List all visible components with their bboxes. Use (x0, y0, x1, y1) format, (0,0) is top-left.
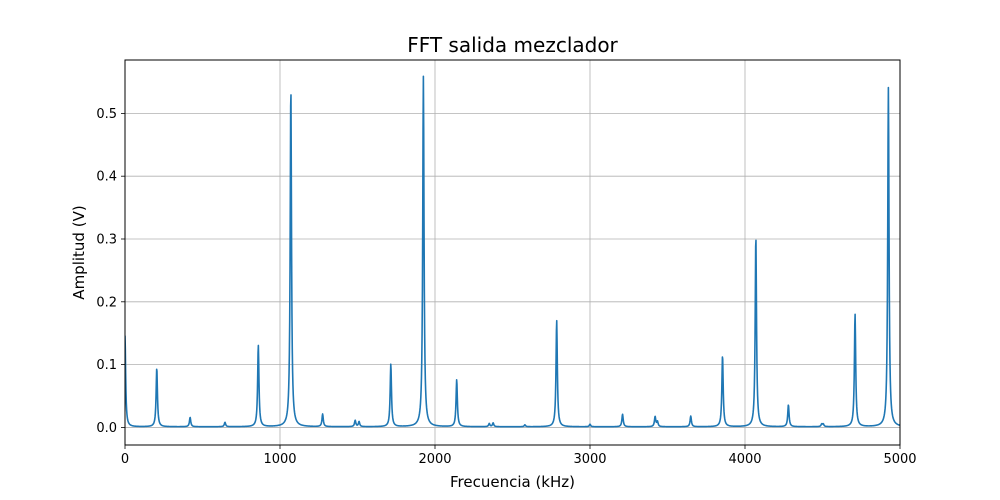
y-tick-label-5: 0.5 (96, 107, 117, 122)
y-tick-label-0: 0.0 (96, 421, 117, 436)
x-axis-label: Frecuencia (kHz) (450, 473, 575, 491)
y-axis-label: Amplitud (V) (70, 205, 88, 299)
chart-title: FFT salida mezclador (407, 33, 618, 57)
x-tick-label-5: 5000 (883, 452, 916, 467)
x-axis-ticks: 0 1000 2000 3000 4000 5000 (121, 445, 917, 467)
x-tick-label-2: 2000 (418, 452, 451, 467)
y-tick-label-3: 0.3 (96, 232, 117, 247)
y-tick-label-2: 0.2 (96, 295, 117, 310)
x-tick-label-1: 1000 (263, 452, 296, 467)
plot-frame (124, 59, 901, 446)
series-line (125, 75, 900, 428)
y-tick-label-1: 0.1 (96, 358, 117, 373)
x-tick-label-0: 0 (121, 452, 129, 467)
grid (124, 60, 901, 445)
y-tick-label-4: 0.4 (96, 170, 117, 185)
y-axis-ticks: 0.0 0.1 0.2 0.3 0.4 0.5 (96, 107, 125, 436)
x-tick-label-4: 4000 (728, 452, 761, 467)
x-tick-label-3: 3000 (573, 452, 606, 467)
